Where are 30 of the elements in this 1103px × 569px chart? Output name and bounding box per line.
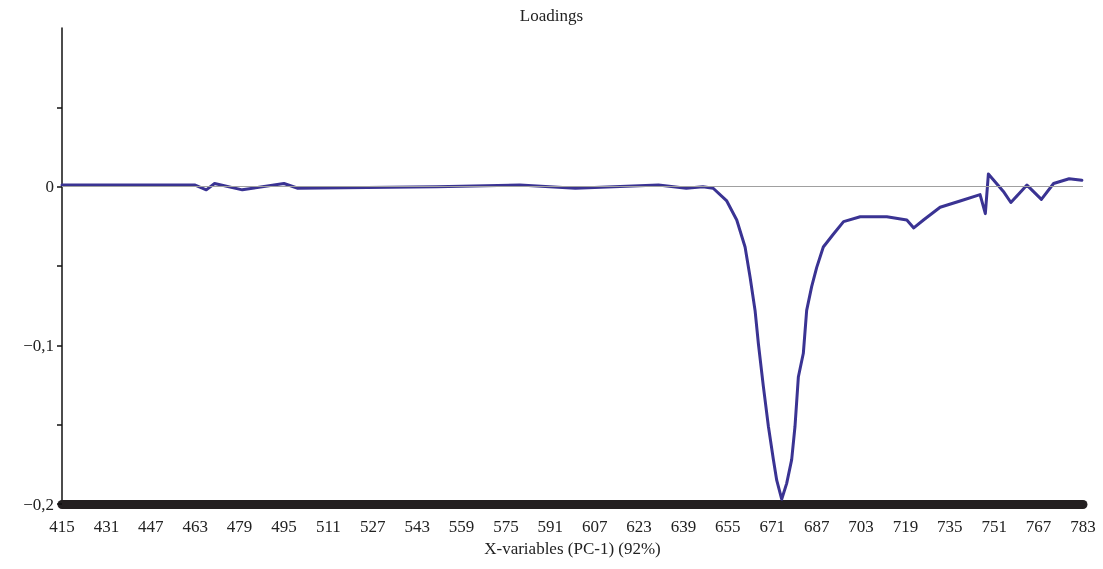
- x-tick-label: 719: [892, 517, 919, 536]
- x-tick-label: 735: [937, 517, 963, 536]
- x-tick-label: 639: [670, 517, 697, 536]
- x-tick-label: 479: [226, 517, 253, 536]
- x-tick-label: 511: [315, 517, 341, 536]
- x-tick-label: 703: [848, 517, 874, 536]
- x-tick-label: 687: [803, 517, 830, 536]
- x-tick-label: 559: [448, 517, 475, 536]
- x-tick-label: 671: [759, 517, 786, 536]
- x-tick-label: 607: [581, 517, 608, 536]
- x-tick-label: 655: [715, 517, 741, 536]
- x-tick-label: 591: [537, 517, 564, 536]
- y-tick-label: 0: [45, 177, 54, 197]
- x-tick-label: 495: [271, 517, 297, 536]
- x-tick-label: 767: [1025, 517, 1052, 536]
- y-tick-label: −0,2: [23, 494, 54, 514]
- x-tick-label: 415: [49, 517, 75, 536]
- x-tick-label: 463: [182, 517, 208, 536]
- x-tick-label: 575: [493, 517, 519, 536]
- x-tick-label: 431: [93, 517, 120, 536]
- chart-title: Loadings: [519, 6, 584, 25]
- line-series: [60, 172, 1084, 501]
- x-tick-label: 623: [626, 517, 652, 536]
- x-tick-label: 751: [981, 517, 1007, 536]
- x-tick-label: 543: [404, 517, 430, 536]
- x-axis-title: X-variables (PC-1) (92%): [484, 539, 661, 558]
- y-tick-label: −0,1: [23, 335, 54, 355]
- x-tick-label: 527: [359, 517, 386, 536]
- x-tick-label: 447: [138, 517, 165, 536]
- x-tick-label: 783: [1070, 517, 1096, 536]
